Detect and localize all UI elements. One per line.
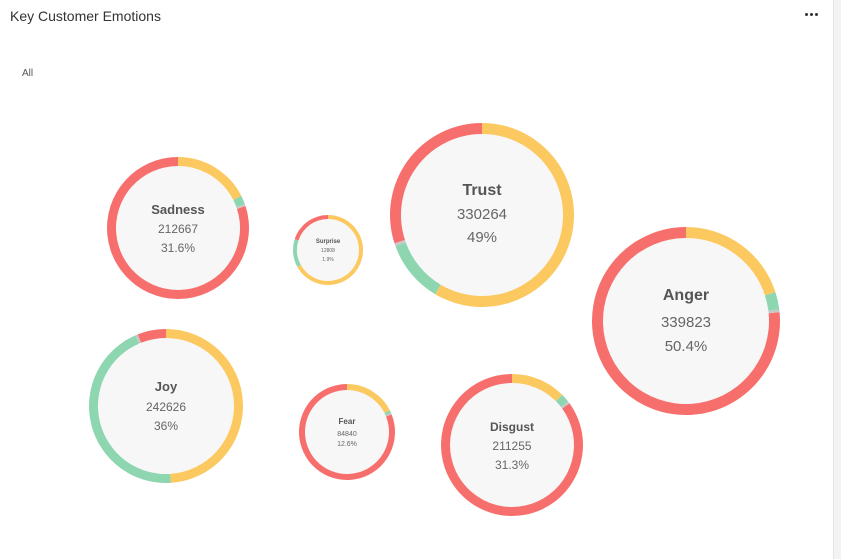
bubble-inner bbox=[116, 166, 240, 290]
bubble-percent: 49% bbox=[467, 229, 497, 246]
bubble-count: 242626 bbox=[146, 400, 186, 414]
bubble-fear[interactable]: Fear 84840 12.6% bbox=[299, 384, 395, 480]
bubble-label: Disgust bbox=[490, 420, 534, 434]
ring-segment-yellow[interactable] bbox=[686, 227, 776, 296]
bubble-inner bbox=[297, 219, 359, 281]
bubble-inner bbox=[450, 383, 574, 507]
ring-segment-gray[interactable] bbox=[768, 309, 780, 314]
bubble-inner bbox=[401, 134, 563, 296]
bubble-percent: 31.3% bbox=[495, 458, 529, 472]
bubble-count: 84840 bbox=[337, 431, 357, 438]
ring-segment-green[interactable] bbox=[384, 410, 392, 416]
bubble-inner bbox=[603, 238, 769, 404]
bubble-label: Trust bbox=[462, 182, 502, 199]
bubble-percent: 12.6% bbox=[337, 441, 357, 448]
bubble-count: 12808 bbox=[321, 248, 335, 254]
ring-segment-gray[interactable] bbox=[560, 401, 570, 409]
bubble-inner bbox=[98, 338, 234, 474]
bubble-label: Fear bbox=[339, 417, 356, 426]
ring-segment-green[interactable] bbox=[88, 335, 171, 483]
ring-segment-green[interactable] bbox=[555, 394, 569, 407]
card-title: Key Customer Emotions bbox=[10, 8, 161, 24]
ring-segment-red[interactable] bbox=[294, 215, 328, 241]
bubble-label: Anger bbox=[663, 287, 709, 304]
bubble-count: 211255 bbox=[492, 439, 531, 453]
bubble-percent: 1.9% bbox=[322, 257, 334, 263]
ring-segment-green[interactable] bbox=[395, 242, 441, 295]
bubble-label: Sadness bbox=[151, 202, 204, 217]
filter-label[interactable]: All bbox=[22, 68, 34, 79]
bubble-count: 339823 bbox=[661, 314, 711, 331]
bubble-trust[interactable]: Trust 330264 49% bbox=[390, 123, 574, 307]
bubble-label: Joy bbox=[155, 379, 178, 394]
ring-segment-yellow[interactable] bbox=[512, 373, 563, 402]
bubble-inner bbox=[305, 390, 389, 474]
ring-segment-yellow[interactable] bbox=[178, 157, 242, 200]
bubble-surprise[interactable]: Surprise 12808 1.9% bbox=[293, 215, 363, 285]
ring-segment-gray[interactable] bbox=[236, 203, 246, 209]
ring-segment-green[interactable] bbox=[293, 239, 301, 267]
bubble-percent: 36% bbox=[154, 419, 178, 433]
bubble-count: 330264 bbox=[457, 206, 507, 223]
bubble-label: Surprise bbox=[316, 239, 341, 245]
ring-segment-gray[interactable] bbox=[394, 240, 406, 247]
more-options-icon[interactable] bbox=[800, 5, 822, 23]
bubble-joy[interactable]: Joy 242626 36% bbox=[88, 329, 243, 483]
ring-segment-gray[interactable] bbox=[135, 334, 141, 344]
ring-segment-yellow[interactable] bbox=[166, 329, 243, 483]
ring-segment-green[interactable] bbox=[764, 291, 780, 311]
bubble-anger[interactable]: Anger 339823 50.4% bbox=[592, 227, 780, 416]
bubble-count: 212667 bbox=[158, 222, 198, 236]
ring-segment-yellow[interactable] bbox=[347, 384, 390, 413]
bubble-sadness[interactable]: Sadness 212667 31.6% bbox=[107, 157, 249, 299]
ring-segment-gray[interactable] bbox=[385, 412, 392, 417]
ring-segment-red[interactable] bbox=[137, 329, 166, 343]
ring-segment-red[interactable] bbox=[390, 123, 482, 244]
ring-segment-green[interactable] bbox=[233, 195, 245, 207]
bubble-disgust[interactable]: Disgust 211255 31.3% bbox=[440, 373, 583, 516]
bubble-percent: 31.6% bbox=[161, 241, 195, 255]
bubble-percent: 50.4% bbox=[665, 338, 708, 355]
